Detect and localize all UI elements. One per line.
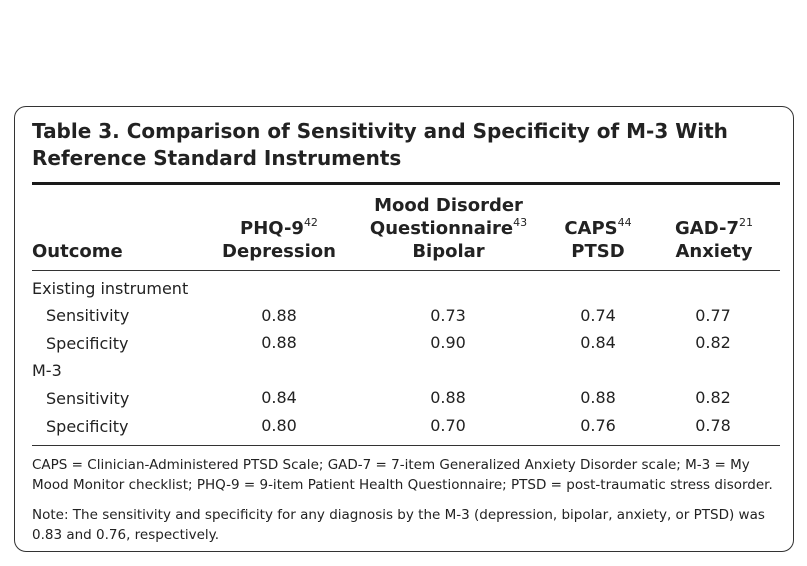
- header-caps: CAPS44 PTSD: [564, 216, 632, 262]
- table-cell: 0.84: [580, 333, 616, 352]
- table-cell: 0.88: [261, 333, 297, 352]
- header-mdq: Mood Disorder Questionnaire43 Bipolar: [369, 195, 528, 262]
- section-label-existing: Existing instrument: [32, 279, 189, 298]
- table-cell: 0.88: [261, 306, 297, 325]
- row-label: Specificity: [46, 334, 129, 353]
- row-label: Specificity: [46, 417, 129, 436]
- table-cell: 0.77: [695, 306, 731, 325]
- table-bottom-rule: [32, 445, 780, 446]
- table-cell: 0.76: [580, 416, 616, 435]
- table-cell: 0.82: [695, 388, 731, 407]
- table-cell: 0.73: [430, 306, 466, 325]
- table-cell: 0.80: [261, 416, 297, 435]
- note-footnote: Note: The sensitivity and specificity fo…: [32, 507, 765, 543]
- table-cell: 0.84: [261, 388, 297, 407]
- table-cell: 0.88: [430, 388, 466, 407]
- table-cell: 0.74: [580, 306, 616, 325]
- row-label: Sensitivity: [46, 389, 130, 408]
- title-rule: [32, 182, 780, 185]
- table-frame: [14, 106, 794, 552]
- section-label-m3: M-3: [32, 361, 62, 380]
- table-title: Table 3. Comparison of Sensitivity and S…: [32, 119, 728, 170]
- header-gad7: GAD-721 Anxiety: [675, 216, 753, 262]
- table-cell: 0.88: [580, 388, 616, 407]
- table-cell: 0.70: [430, 416, 466, 435]
- table-cell: 0.78: [695, 416, 731, 435]
- table-cell: 0.90: [430, 333, 466, 352]
- row-label: Sensitivity: [46, 306, 130, 325]
- abbreviations-footnote: CAPS = Clinician-Administered PTSD Scale…: [32, 457, 773, 493]
- header-phq9: PHQ-942 Depression: [222, 216, 336, 262]
- header-rule: [32, 270, 780, 271]
- header-outcome: Outcome: [32, 241, 123, 262]
- table-cell: 0.82: [695, 333, 731, 352]
